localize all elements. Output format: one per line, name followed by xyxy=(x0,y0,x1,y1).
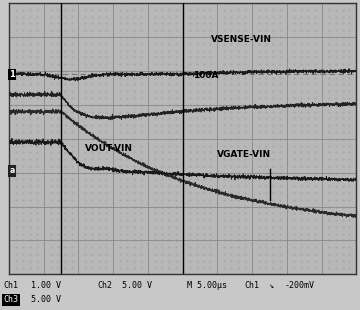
Text: M 5.00μs: M 5.00μs xyxy=(187,281,227,290)
Text: ↘: ↘ xyxy=(268,281,273,290)
Text: 1: 1 xyxy=(9,70,15,79)
Text: 1.00 V: 1.00 V xyxy=(31,281,60,290)
Text: Ch2: Ch2 xyxy=(97,281,112,290)
Text: VOUT-VIN: VOUT-VIN xyxy=(85,144,134,153)
Text: Ch3: Ch3 xyxy=(4,295,19,304)
Text: 5.00 V: 5.00 V xyxy=(31,295,60,304)
Text: Ch1: Ch1 xyxy=(245,281,260,290)
Text: VGATE-VIN: VGATE-VIN xyxy=(217,150,271,159)
Text: -200mV: -200mV xyxy=(284,281,314,290)
Text: 5.00 V: 5.00 V xyxy=(122,281,152,290)
Text: VSENSE-VIN: VSENSE-VIN xyxy=(211,35,271,44)
Text: Ch1: Ch1 xyxy=(4,281,19,290)
Text: 100A: 100A xyxy=(193,71,219,80)
Text: a: a xyxy=(9,166,14,175)
